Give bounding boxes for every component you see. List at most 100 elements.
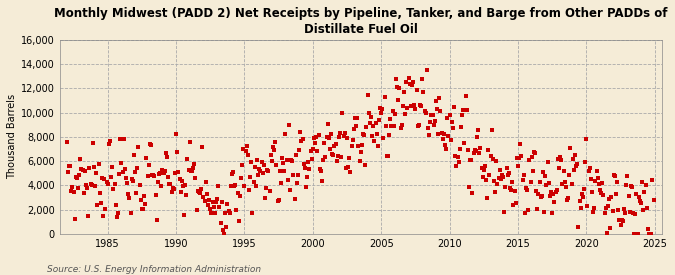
Point: [73, 186, 84, 191]
Point: [606, 195, 617, 200]
Point: [99, 177, 110, 181]
Point: [214, 205, 225, 209]
Point: [351, 124, 362, 128]
Point: [178, 184, 188, 188]
Point: [68, 190, 79, 194]
Point: [366, 114, 377, 119]
Point: [394, 86, 405, 90]
Point: [144, 142, 155, 146]
Point: [414, 103, 425, 108]
Point: [315, 167, 325, 171]
Point: [520, 185, 531, 190]
Point: [475, 146, 486, 150]
Point: [500, 185, 511, 189]
Point: [348, 138, 358, 142]
Point: [255, 169, 266, 173]
Point: [296, 139, 307, 143]
Point: [403, 76, 414, 81]
Point: [643, 227, 653, 231]
Point: [307, 147, 318, 151]
Point: [348, 127, 359, 132]
Point: [116, 161, 127, 165]
Point: [261, 186, 271, 190]
Point: [189, 162, 200, 166]
Point: [295, 130, 306, 134]
Point: [165, 182, 176, 186]
Point: [570, 164, 581, 168]
Point: [205, 207, 216, 211]
Point: [305, 149, 316, 153]
Point: [211, 199, 221, 204]
Point: [525, 180, 536, 185]
Point: [335, 131, 346, 136]
Point: [412, 124, 423, 129]
Point: [331, 159, 342, 163]
Point: [472, 127, 483, 132]
Point: [271, 163, 281, 167]
Point: [593, 176, 603, 180]
Point: [491, 159, 502, 163]
Point: [578, 186, 589, 191]
Point: [489, 179, 500, 183]
Point: [344, 156, 354, 160]
Point: [122, 181, 132, 185]
Point: [78, 191, 89, 196]
Point: [487, 128, 497, 133]
Point: [467, 191, 478, 195]
Point: [482, 196, 493, 200]
Point: [337, 111, 348, 115]
Point: [239, 184, 250, 188]
Point: [202, 202, 213, 207]
Point: [88, 165, 99, 170]
Point: [370, 120, 381, 125]
Point: [80, 169, 90, 174]
Point: [164, 182, 175, 186]
Point: [461, 108, 472, 113]
Point: [252, 172, 263, 177]
Point: [236, 176, 246, 180]
Point: [385, 117, 396, 121]
Point: [312, 148, 323, 153]
Point: [204, 197, 215, 202]
Point: [371, 131, 382, 136]
Point: [391, 77, 402, 81]
Point: [290, 153, 301, 157]
Point: [275, 181, 286, 186]
Point: [174, 177, 185, 181]
Point: [183, 167, 194, 172]
Point: [342, 136, 352, 140]
Point: [263, 169, 274, 173]
Point: [504, 171, 514, 176]
Point: [626, 185, 637, 189]
Point: [128, 178, 138, 183]
Point: [95, 191, 105, 195]
Point: [575, 206, 586, 210]
Point: [610, 174, 620, 178]
Point: [522, 188, 533, 192]
Point: [510, 200, 521, 205]
Point: [146, 143, 157, 147]
Point: [252, 158, 263, 163]
Point: [277, 155, 288, 160]
Point: [153, 180, 163, 185]
Point: [398, 104, 408, 108]
Point: [187, 169, 198, 173]
Point: [442, 116, 453, 120]
Point: [225, 184, 236, 189]
Point: [242, 144, 252, 148]
Point: [216, 200, 227, 205]
Point: [523, 208, 534, 212]
Point: [512, 156, 522, 160]
Point: [221, 224, 232, 229]
Point: [565, 145, 576, 150]
Point: [408, 80, 418, 84]
Point: [267, 159, 277, 164]
Point: [355, 150, 366, 155]
Point: [140, 202, 151, 206]
Point: [278, 161, 289, 165]
Point: [581, 137, 592, 141]
Point: [392, 85, 402, 89]
Point: [618, 219, 628, 223]
Point: [322, 121, 333, 126]
Point: [632, 232, 643, 236]
